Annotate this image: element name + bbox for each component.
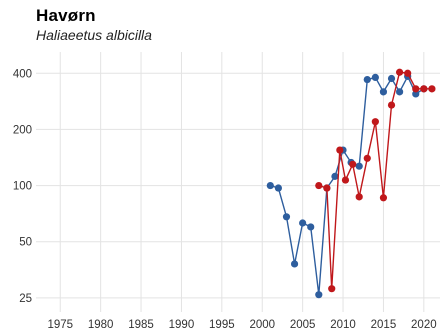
x-tick-label: 1980	[88, 319, 114, 331]
x-tick-label: 2000	[249, 319, 275, 331]
x-tick-label: 2020	[411, 319, 437, 331]
series-layer	[266, 68, 436, 299]
data-point	[371, 118, 379, 126]
data-point	[363, 75, 371, 84]
x-tick-label: 1990	[169, 319, 195, 331]
data-point	[315, 291, 323, 299]
data-point	[428, 85, 436, 93]
data-point	[404, 69, 412, 77]
data-point	[371, 73, 379, 82]
data-point	[420, 85, 428, 93]
y-tick-label: 25	[19, 293, 32, 305]
data-point	[379, 194, 388, 202]
data-point	[315, 181, 323, 190]
data-point	[274, 184, 282, 192]
data-point	[355, 162, 363, 170]
y-axis: 25 50 100 200 400	[13, 68, 32, 305]
data-point	[396, 88, 404, 96]
x-axis: 1975 1980 1985 1990 1995 2000 2005 2010 2015 2020	[47, 319, 436, 331]
data-point	[341, 176, 350, 184]
data-point	[323, 184, 331, 192]
data-point	[266, 181, 274, 190]
series-1	[266, 72, 428, 299]
y-tick-label: 100	[13, 181, 32, 193]
x-tick-label: 1975	[47, 319, 73, 331]
chart-title: Havørn	[36, 6, 96, 25]
data-point	[387, 101, 396, 109]
x-tick-label: 1985	[128, 319, 154, 331]
data-point	[331, 172, 339, 180]
grid	[36, 52, 440, 312]
x-tick-label: 1995	[209, 319, 235, 331]
series-2	[315, 68, 436, 293]
data-point	[387, 74, 396, 83]
x-tick-label: 2005	[290, 319, 316, 331]
y-tick-label: 50	[19, 237, 32, 249]
data-point	[379, 88, 388, 96]
data-point	[307, 223, 315, 231]
data-point	[349, 160, 357, 168]
data-point	[412, 90, 420, 98]
data-point	[290, 260, 299, 268]
chart-subtitle: Haliaeetus albicilla	[36, 27, 152, 43]
data-point	[355, 193, 363, 201]
data-point	[336, 146, 344, 154]
data-point	[363, 154, 371, 162]
y-tick-label: 400	[13, 68, 32, 80]
data-point	[282, 213, 291, 221]
data-point	[299, 219, 307, 227]
series-line	[318, 71, 432, 289]
y-tick-label: 200	[13, 124, 32, 136]
data-point	[328, 285, 336, 293]
x-tick-label: 2010	[330, 319, 356, 331]
data-point	[396, 68, 404, 76]
x-tick-label: 2015	[371, 319, 397, 331]
data-point	[412, 85, 420, 93]
